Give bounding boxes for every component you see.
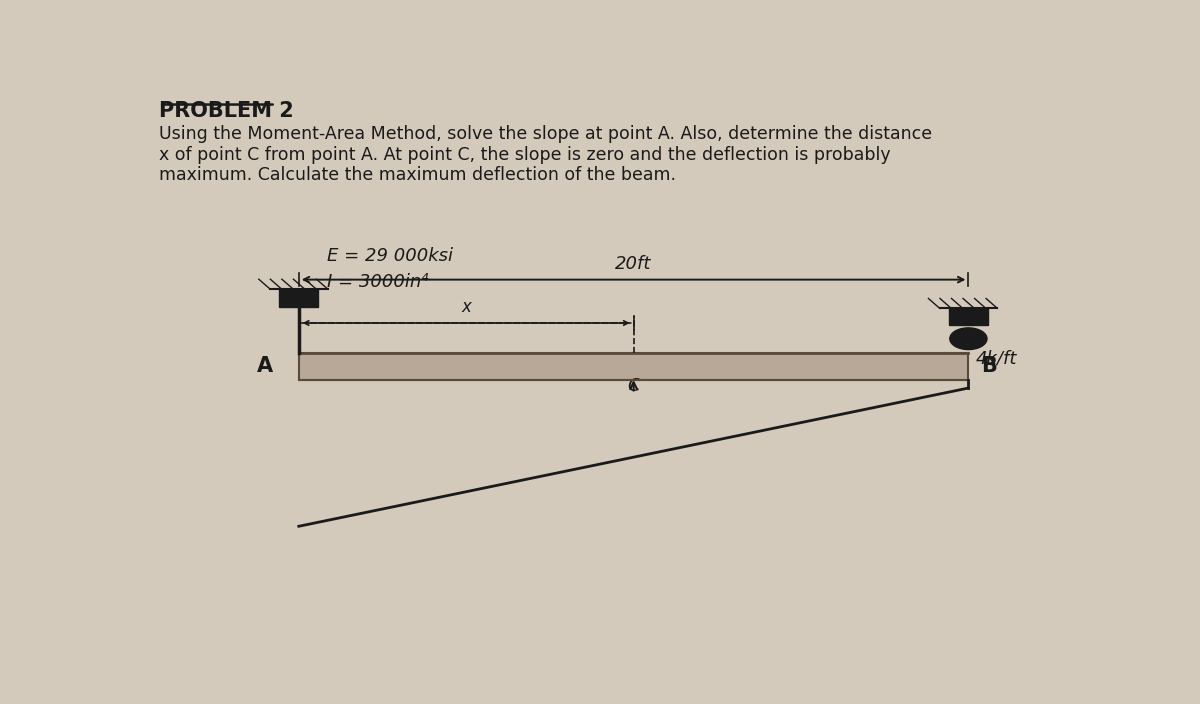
Text: B: B [982, 356, 997, 377]
Text: PROBLEM 2: PROBLEM 2 [160, 101, 294, 121]
Text: x: x [461, 298, 472, 317]
Bar [949, 308, 988, 325]
Text: x of point C from point A. At point C, the slope is zero and the deflection is p: x of point C from point A. At point C, t… [160, 146, 890, 164]
Text: 20ft: 20ft [616, 255, 652, 273]
Bar [299, 353, 968, 380]
Text: 4k/ft: 4k/ft [976, 349, 1018, 367]
Text: C: C [628, 377, 640, 395]
Bar [280, 289, 318, 307]
Text: A: A [257, 356, 272, 377]
Text: Using the Moment-Area Method, solve the slope at point A. Also, determine the di: Using the Moment-Area Method, solve the … [160, 125, 932, 143]
Text: maximum. Calculate the maximum deflection of the beam.: maximum. Calculate the maximum deflectio… [160, 166, 677, 184]
Text: I = 3000in⁴: I = 3000in⁴ [326, 273, 428, 291]
Text: E = 29 000ksi: E = 29 000ksi [326, 247, 452, 265]
Circle shape [950, 328, 986, 350]
